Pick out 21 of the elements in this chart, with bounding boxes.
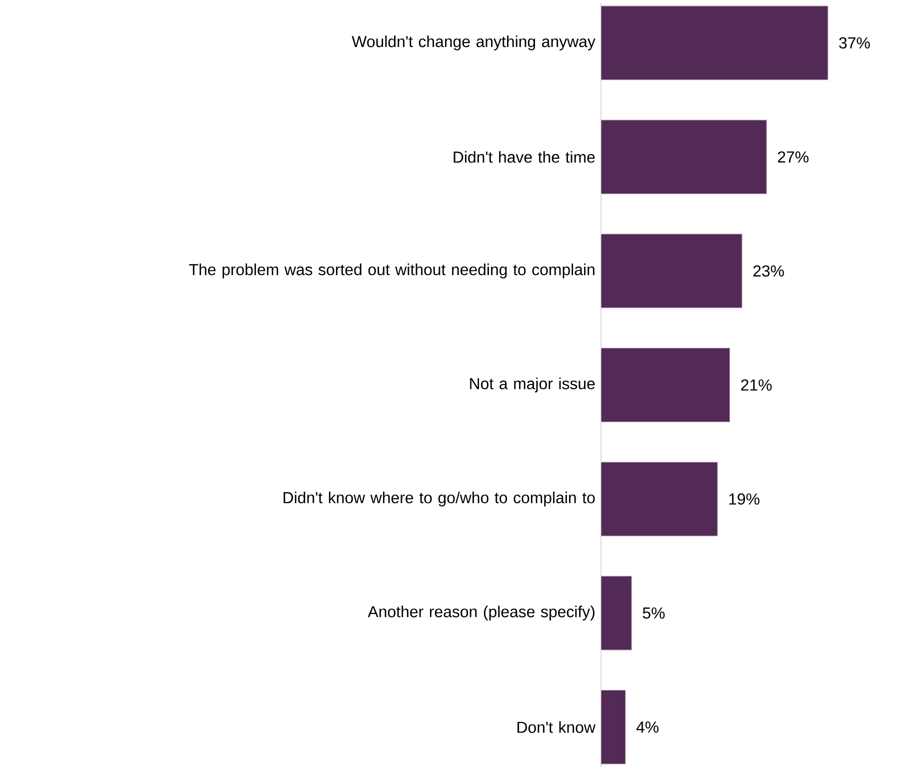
bar	[600, 6, 828, 80]
bar	[600, 690, 626, 764]
y-tick-label: Wouldn't change anything anyway	[352, 35, 596, 50]
data-label: 37%	[839, 37, 870, 49]
y-tick-label: Didn't know where to go/who to complain to	[284, 492, 595, 506]
data-label: 23%	[753, 265, 784, 277]
bar	[600, 462, 718, 536]
bar	[600, 120, 767, 194]
bar	[600, 576, 632, 650]
data-label: 19%	[729, 493, 760, 505]
y-tick-label: Another reason (please specify)	[368, 606, 594, 620]
y-tick-label: The problem was sorted out without needing to complain	[189, 264, 594, 278]
data-label: 5%	[642, 607, 665, 619]
data-label: 27%	[778, 151, 808, 163]
bar	[600, 348, 730, 422]
y-tick-label: Didn't have the time	[454, 151, 595, 163]
data-label: 21%	[741, 379, 772, 391]
y-tick-label: Not a major issue	[470, 378, 595, 392]
y-tick-label: Don't know	[518, 721, 596, 733]
bar	[600, 234, 742, 308]
data-label: 4%	[636, 722, 659, 733]
